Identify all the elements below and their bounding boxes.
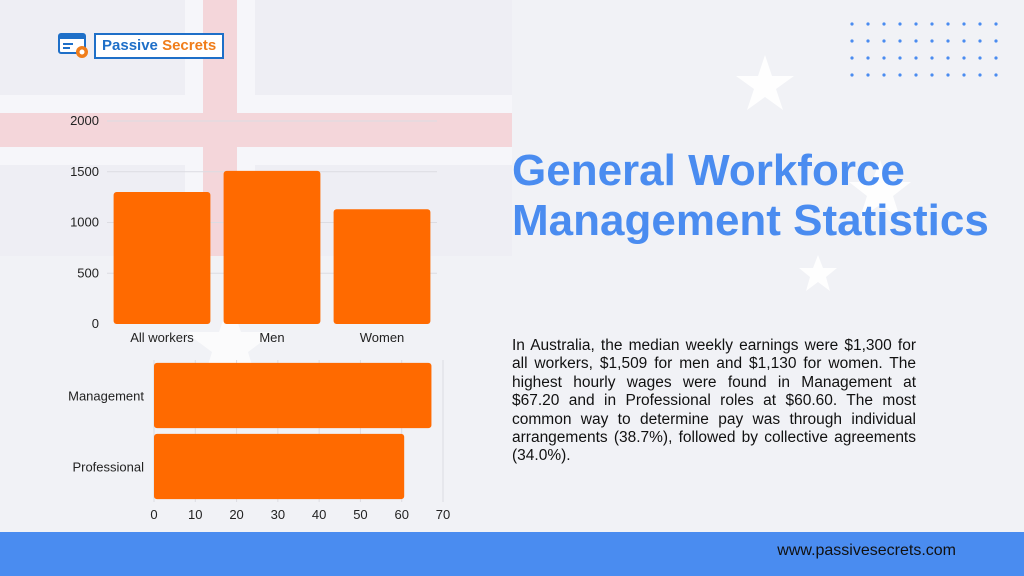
dot	[882, 39, 886, 43]
dot	[882, 56, 886, 60]
y-tick-label: 0	[92, 316, 99, 331]
dot	[898, 39, 902, 43]
x-tick-label: 50	[353, 507, 367, 522]
bar	[154, 362, 432, 429]
bar	[223, 170, 321, 324]
dot	[866, 22, 870, 26]
x-tick-label: Men	[259, 330, 284, 345]
dot	[898, 56, 902, 60]
x-tick-label: All workers	[130, 330, 194, 345]
dot	[978, 22, 982, 26]
dot	[882, 73, 886, 77]
dot	[962, 22, 966, 26]
x-tick-label: 0	[150, 507, 157, 522]
flag-background	[0, 0, 512, 256]
bar	[333, 209, 431, 324]
dot	[978, 39, 982, 43]
dot	[866, 73, 870, 77]
dot	[898, 22, 902, 26]
x-tick-label: 10	[188, 507, 202, 522]
y-tick-label: 2000	[70, 113, 99, 128]
x-tick-label: 20	[229, 507, 243, 522]
dot	[994, 22, 998, 26]
x-tick-label: 60	[394, 507, 408, 522]
dot	[898, 73, 902, 77]
y-tick-label: Professional	[72, 460, 144, 475]
hourly-wages-chart: 0 10 20 30 40 50 60 70 Management Professional	[68, 360, 450, 522]
dot	[994, 73, 998, 77]
dot	[978, 73, 982, 77]
dot	[962, 39, 966, 43]
x-tick-label: 30	[271, 507, 285, 522]
dot	[946, 22, 950, 26]
flag-cross-red-horizontal	[0, 113, 512, 147]
y-tick-label: 1500	[70, 164, 99, 179]
logo-brand-part1: Passive	[102, 37, 158, 54]
dot	[866, 39, 870, 43]
weekly-earnings-chart: 0 500 1000 1500 2000 All workers Men Women	[70, 113, 437, 345]
y-tick-label: 500	[77, 265, 99, 280]
dot	[850, 39, 854, 43]
dot	[930, 22, 934, 26]
logo-brand-part2: Secrets	[162, 37, 217, 54]
footer-url-link[interactable]: www.passivesecrets.com	[777, 542, 956, 559]
dot	[946, 56, 950, 60]
footer-bar: www.passivesecrets.com	[0, 532, 1024, 576]
dot	[994, 56, 998, 60]
logo[interactable]: Passive Secrets	[58, 32, 225, 60]
dot	[930, 56, 934, 60]
dot	[914, 56, 918, 60]
dot	[962, 73, 966, 77]
dot	[978, 56, 982, 60]
dot	[866, 56, 870, 60]
bar	[113, 192, 211, 324]
x-tick-label: 70	[436, 507, 450, 522]
logo-wordmark: Passive Secrets	[94, 33, 225, 59]
dot	[946, 73, 950, 77]
star-icon	[799, 255, 837, 291]
dot	[946, 39, 950, 43]
dot	[930, 73, 934, 77]
y-tick-label: Management	[68, 389, 144, 404]
dot	[962, 56, 966, 60]
bar	[154, 433, 405, 500]
dot	[882, 22, 886, 26]
dot	[850, 22, 854, 26]
y-tick-label: 1000	[70, 215, 99, 230]
dot	[850, 73, 854, 77]
headline: General Workforce Management Statistics	[512, 146, 989, 245]
dot	[914, 22, 918, 26]
x-tick-label: Women	[360, 330, 405, 345]
logo-icon	[58, 33, 88, 58]
dot-grid-decoration	[850, 22, 998, 77]
dot	[914, 39, 918, 43]
description-paragraph: In Australia, the median weekly earnings…	[512, 337, 916, 465]
dot	[914, 73, 918, 77]
dot	[994, 39, 998, 43]
star-icon	[736, 55, 794, 110]
dot	[850, 56, 854, 60]
dot	[930, 39, 934, 43]
x-tick-label: 40	[312, 507, 326, 522]
